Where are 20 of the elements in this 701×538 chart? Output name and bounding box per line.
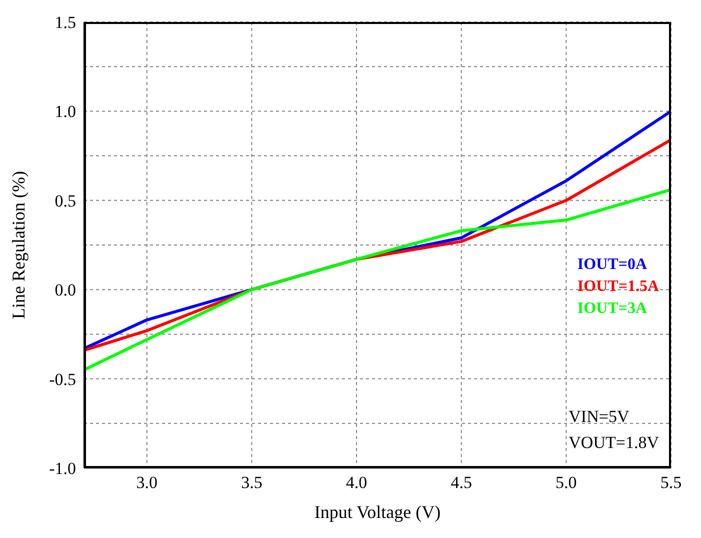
x-tick-label: 3.0 xyxy=(136,473,158,492)
y-tick-label: 0.0 xyxy=(54,280,76,300)
x-tick-label: 5.5 xyxy=(660,473,682,492)
text: IOUT=3A xyxy=(577,298,648,319)
y-tick-label: 0.5 xyxy=(54,191,76,210)
y-tick-label: -1.0 xyxy=(49,459,76,478)
annotation: VIN=5V xyxy=(568,406,630,428)
y-axis-title: Line Regulation (%) xyxy=(8,171,28,319)
x-tick-label: 3.5 xyxy=(241,473,262,492)
line-series xyxy=(84,188,671,372)
x-tick-label: 4.5 xyxy=(450,473,472,492)
annotation: VOUT=1.8V xyxy=(568,432,659,454)
y-tick-label: -0.5 xyxy=(49,370,76,389)
x-axis-title: Input Voltage (V) xyxy=(314,502,441,522)
text: IOUT=0A xyxy=(577,254,648,275)
y-tick-label: 1.5 xyxy=(54,13,76,32)
x-tick-label: 5.0 xyxy=(556,473,577,492)
x-tick-label: 4.0 xyxy=(346,473,368,492)
y-tick-label: 1.0 xyxy=(54,102,76,122)
text: IOUT=1.5A xyxy=(577,276,659,297)
